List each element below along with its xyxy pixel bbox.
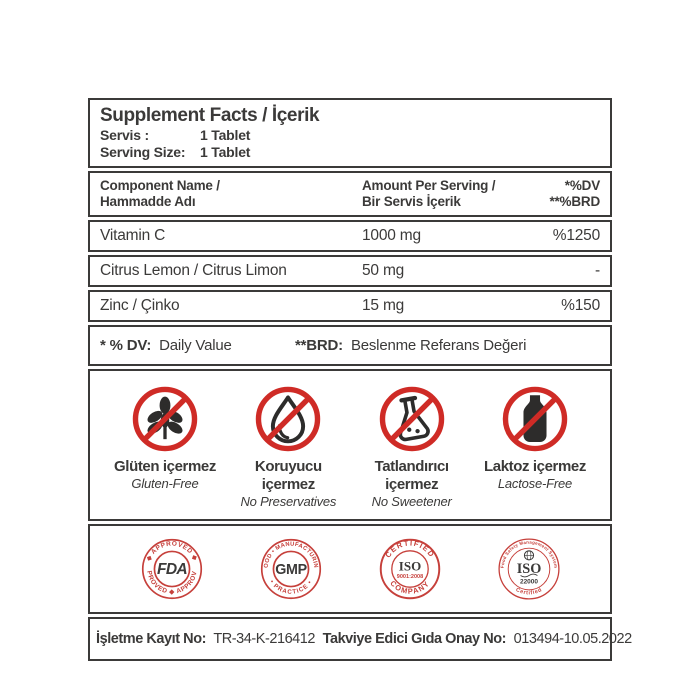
free-from-badges-section: Glüten içermez Gluten-Free Koruyucu içer…	[88, 369, 612, 521]
table-row: Citrus Lemon / Citrus Limon 50 mg -	[88, 255, 612, 287]
svg-text:Certified: Certified	[514, 587, 543, 596]
wheat-icon	[132, 386, 198, 452]
globe-icon	[523, 550, 534, 561]
component-name: Vitamin C	[100, 227, 166, 244]
column-amount-line2: Bir Servis İçerik	[362, 194, 461, 209]
certification-stamps-section: ◆ APPROVED ◆ APPROVED ◆ APPROVED FDA GOO…	[88, 524, 612, 614]
registration-value-1: TR-34-K-216412	[213, 631, 316, 647]
servis-label: Servis :	[100, 127, 149, 143]
component-name: Zinc / Çinko	[100, 297, 180, 314]
no-preservatives-badge: Koruyucu içermez No Preservatives	[227, 383, 349, 509]
serving-size-row: Serving Size: 1 Tablet	[100, 144, 600, 161]
badge-title: Laktoz içermez	[484, 458, 586, 475]
gluten-free-badge: Glüten içermez Gluten-Free	[104, 383, 226, 509]
registration-value-2: 013494-10.05.2022	[513, 631, 633, 647]
svg-text:22000: 22000	[519, 578, 537, 585]
badge-title: Tatlandırıcı içermez	[374, 458, 450, 493]
column-dv-line1: *%DV	[564, 178, 600, 193]
gmp-stamp: GOOD • MANUFACTURING • PRACTICE • GMP	[252, 530, 321, 600]
column-amount: Amount Per Serving / Bir Servis İçerik	[362, 178, 520, 210]
component-dv: %1250	[552, 227, 600, 244]
svg-text:GMP: GMP	[275, 562, 307, 578]
badge-subtitle: No Sweetener	[371, 494, 452, 509]
component-dv: %150	[561, 297, 600, 314]
footnote-section: * % DV: Daily Value **BRD: Beslenme Refe…	[88, 325, 612, 366]
header-section: Supplement Facts / İçerik Servis : 1 Tab…	[88, 98, 612, 168]
brd-footnote-label: **BRD:	[295, 337, 343, 354]
svg-text:ISO: ISO	[516, 561, 541, 577]
svg-text:FDA: FDA	[156, 561, 186, 578]
column-component-line2: Hammadde Adı	[100, 194, 196, 209]
component-amount: 15 mg	[362, 297, 405, 314]
component-amount: 50 mg	[362, 262, 405, 279]
flask-icon	[379, 386, 444, 452]
iso-22000-stamp: Food Safety Management System Certified …	[497, 538, 560, 600]
component-dv: -	[595, 262, 600, 279]
table-row: Vitamin C 1000 mg %1250	[88, 220, 612, 252]
table-header: Component Name / Hammadde Adı Amount Per…	[88, 171, 612, 217]
fda-approved-stamp: ◆ APPROVED ◆ APPROVED ◆ APPROVED FDA	[133, 530, 202, 600]
badge-title: Koruyucu içermez	[254, 458, 322, 493]
badge-subtitle: Gluten-Free	[131, 476, 199, 491]
column-dv-line2: **%BRD	[549, 194, 600, 209]
badge-subtitle: No Preservatives	[240, 494, 337, 509]
dv-footnote-value: Daily Value	[159, 337, 232, 354]
milk-bottle-icon	[502, 386, 568, 452]
badge-title: Glüten içermez	[114, 458, 216, 475]
svg-text:9001:2008: 9001:2008	[396, 574, 422, 580]
svg-text:CERTIFIED: CERTIFIED	[383, 538, 436, 559]
brd-footnote-value: Beslenme Referans Değeri	[350, 337, 527, 354]
servis-value: 1 Tablet	[200, 127, 251, 143]
supplement-label: Supplement Facts / İçerik Servis : 1 Tab…	[88, 98, 632, 664]
no-sweetener-badge: Tatlandırıcı içermez No Sweetener	[351, 383, 473, 509]
dv-footnote: * % DV: Daily Value	[100, 337, 295, 354]
column-component-line1: Component Name /	[100, 178, 220, 193]
column-component: Component Name / Hammadde Adı	[100, 178, 362, 210]
registration-label-1: İşletme Kayıt No:	[96, 631, 206, 647]
svg-text:ISO: ISO	[398, 558, 420, 573]
serving-size-value: 1 Tablet	[200, 143, 251, 160]
lactose-free-badge: Laktoz içermez Lactose-Free	[474, 383, 596, 509]
brd-footnote: **BRD: Beslenme Referans Değeri	[295, 337, 526, 354]
registration-section: İşletme Kayıt No: TR-34-K-216412 Takviye…	[88, 617, 632, 661]
column-dv: *%DV **%BRD	[520, 178, 600, 210]
registration-label-2: Takviye Edici Gıda Onay No:	[322, 631, 507, 647]
serving-size-label: Serving Size:	[100, 143, 186, 160]
component-name: Citrus Lemon / Citrus Limon	[100, 262, 287, 279]
label-title: Supplement Facts / İçerik	[100, 105, 320, 126]
iso-9001-stamp: CERTIFIED COMPANY ISO 9001:2008	[379, 538, 440, 600]
table-row: Zinc / Çinko 15 mg %150	[88, 290, 612, 322]
water-drop-icon	[256, 386, 321, 452]
badge-subtitle: Lactose-Free	[497, 476, 573, 491]
component-amount: 1000 mg	[362, 227, 421, 244]
servis-row: Servis : 1 Tablet	[100, 127, 600, 144]
column-amount-line1: Amount Per Serving /	[362, 178, 496, 193]
dv-footnote-label: * % DV:	[100, 337, 152, 354]
